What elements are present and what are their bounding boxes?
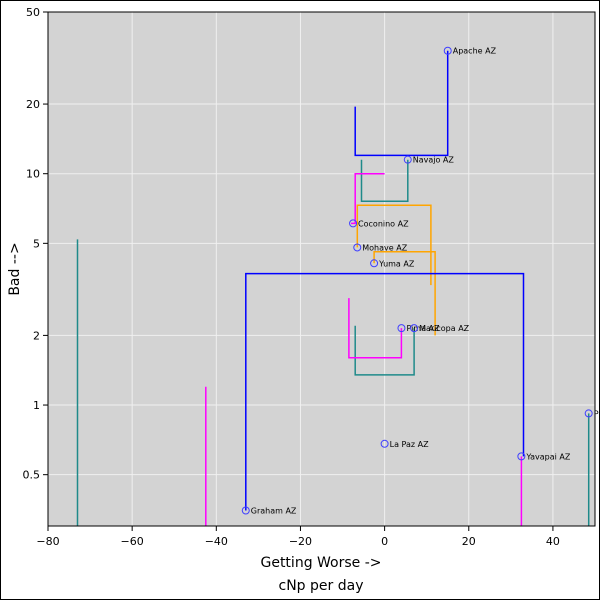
point-label: Apache AZ xyxy=(453,47,497,56)
data-point xyxy=(370,259,379,268)
data-point xyxy=(353,243,362,252)
data-point xyxy=(397,324,406,333)
data-point xyxy=(410,324,419,333)
cluster-line-magenta xyxy=(348,298,403,359)
point-label: Yuma AZ xyxy=(378,259,415,268)
cluster-line-blue xyxy=(245,272,525,511)
x-tick-label: 40 xyxy=(546,535,560,548)
plot-border xyxy=(47,11,596,527)
point-label: Graham AZ xyxy=(251,507,297,516)
data-points: Apache AZ Navajo AZ Coconino AZ Mohave AZ Yu… xyxy=(241,46,599,516)
x-tick-label: −80 xyxy=(36,535,59,548)
plot-area xyxy=(48,12,595,526)
data-point xyxy=(443,46,452,55)
x-axis-ticks: −80 −60 −40 −20 0 20 40 xyxy=(36,526,560,548)
cluster-line-teal xyxy=(360,159,409,203)
data-point xyxy=(403,155,412,164)
point-label: P xyxy=(594,409,599,418)
point-label: Maricopa AZ xyxy=(419,324,470,333)
x-tick-label: −20 xyxy=(289,535,312,548)
point-label: Mohave AZ xyxy=(362,243,407,252)
y-tick-label: 50 xyxy=(26,6,40,19)
point-label: Yavapai AZ xyxy=(525,452,571,461)
x-axis-label: Getting Worse -> xyxy=(260,555,381,571)
x-tick-label: −40 xyxy=(205,535,228,548)
point-label: Pima AZ xyxy=(406,324,440,333)
x-tick-label: −60 xyxy=(121,535,144,548)
x-tick-label: 0 xyxy=(381,535,388,548)
cluster-line-orange xyxy=(356,204,432,286)
cluster-line-magenta xyxy=(351,172,385,225)
data-point xyxy=(584,409,593,418)
cluster-line-orange xyxy=(373,250,436,336)
cluster-line-teal xyxy=(354,325,415,376)
point-label: Navajo AZ xyxy=(413,156,455,165)
data-point xyxy=(241,506,250,515)
y-tick-label: 0.5 xyxy=(23,469,41,482)
y-tick-label: 5 xyxy=(33,237,40,250)
data-point xyxy=(349,219,358,228)
cluster-line-blue xyxy=(354,50,449,157)
data-point xyxy=(380,439,389,448)
y-axis-ticks: 0.5 1 2 5 10 20 50 xyxy=(23,6,48,482)
y-tick-label: 10 xyxy=(26,168,40,181)
y-tick-label: 20 xyxy=(26,98,40,111)
point-label: Coconino AZ xyxy=(358,219,409,228)
data-point xyxy=(517,452,526,461)
x-tick-label: 20 xyxy=(462,535,476,548)
x-axis-label-units: cNp per day xyxy=(279,578,364,594)
y-axis-label: Bad --> xyxy=(7,242,23,295)
y-tick-label: 1 xyxy=(33,399,40,412)
point-label: La Paz AZ xyxy=(390,440,429,449)
y-tick-label: 2 xyxy=(33,329,40,342)
cluster-lines xyxy=(76,50,590,526)
grid-lines xyxy=(47,11,595,526)
